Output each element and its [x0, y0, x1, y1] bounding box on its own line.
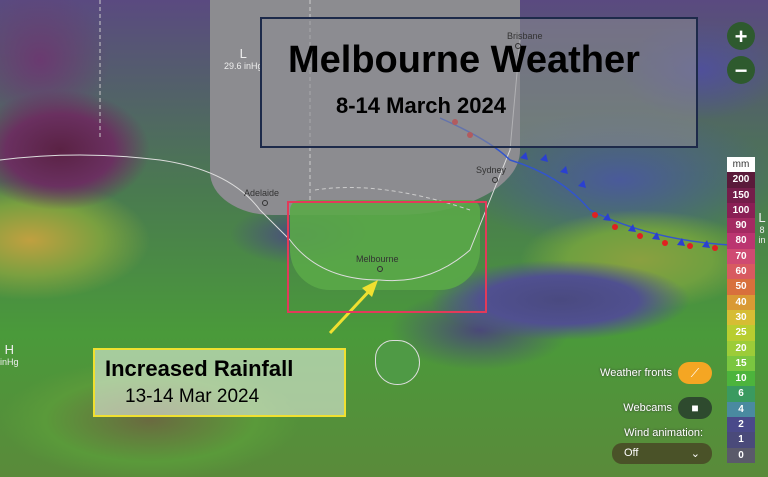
- legend-item: 20: [727, 340, 755, 356]
- focus-region-box: [287, 201, 487, 313]
- legend-item: 30: [727, 309, 755, 326]
- rainfall-legend: mm 200 150 100 90 80 70 60 50 40 30 25 20 15 10 6 4 2 1 0: [727, 157, 755, 463]
- legend-item: 70: [727, 248, 755, 265]
- city-marker: [515, 43, 521, 49]
- city-brisbane: Brisbane: [507, 31, 543, 41]
- legend-item: 4: [727, 401, 755, 418]
- city-melbourne: Melbourne: [356, 254, 399, 264]
- legend-item: 0: [727, 447, 755, 463]
- victoria-region: [290, 200, 480, 290]
- legend-unit: mm: [727, 157, 755, 173]
- arrow-head: [362, 280, 378, 297]
- legend-item: 150: [727, 187, 755, 203]
- zoom-out-button[interactable]: −: [727, 56, 755, 84]
- annotation-date: 13-14 Mar 2024: [125, 386, 260, 407]
- front-icon: ⟋: [690, 366, 700, 380]
- legend-item: 100: [727, 202, 755, 219]
- legend-item: 200: [727, 172, 755, 188]
- annotation-title: Increased Rainfall: [105, 356, 294, 381]
- city-sydney: Sydney: [476, 165, 507, 175]
- camera-icon: ■: [691, 401, 699, 415]
- legend-item: 90: [727, 218, 755, 234]
- legend-item: 80: [727, 233, 755, 249]
- legend-item: 15: [727, 355, 755, 372]
- legend-item: 40: [727, 294, 755, 310]
- city-marker: [492, 177, 498, 183]
- rainfall-annotation: Increased Rainfall 13-14 Mar 2024: [93, 348, 346, 417]
- chevron-down-icon: ⌄: [690, 448, 700, 460]
- weather-fronts-label: Weather fronts: [600, 367, 672, 379]
- wind-animation-select[interactable]: Off ⌄: [612, 443, 712, 464]
- city-marker: [262, 200, 268, 206]
- legend-item: 10: [727, 371, 755, 387]
- legend-item: 2: [727, 417, 755, 433]
- wind-value: Off: [624, 447, 639, 459]
- page-title: Melbourne Weather: [288, 39, 640, 81]
- zoom-in-button[interactable]: +: [727, 22, 755, 50]
- legend-item: 1: [727, 432, 755, 448]
- city-marker: [377, 266, 383, 272]
- date-range: 8-14 March 2024: [336, 93, 506, 118]
- pressure-low: L 29.6 inHg: [224, 46, 263, 71]
- legend-item: 25: [727, 325, 755, 341]
- city-adelaide: Adelaide: [244, 188, 280, 198]
- cold-front-marks: [520, 152, 710, 248]
- legend-item: 50: [727, 279, 755, 295]
- tasmania: [375, 340, 420, 385]
- coastline: [0, 39, 521, 282]
- arrow-line: [328, 286, 374, 335]
- title-overlay: Melbourne Weather 8-14 March 2024: [260, 17, 698, 148]
- legend-item: 60: [727, 264, 755, 280]
- webcams-label: Webcams: [623, 402, 672, 414]
- webcams-toggle[interactable]: ■: [678, 397, 712, 419]
- legend-item: 6: [727, 386, 755, 402]
- wind-animation-label: Wind animation:: [624, 427, 703, 439]
- weather-fronts-toggle[interactable]: ⟋: [678, 362, 712, 384]
